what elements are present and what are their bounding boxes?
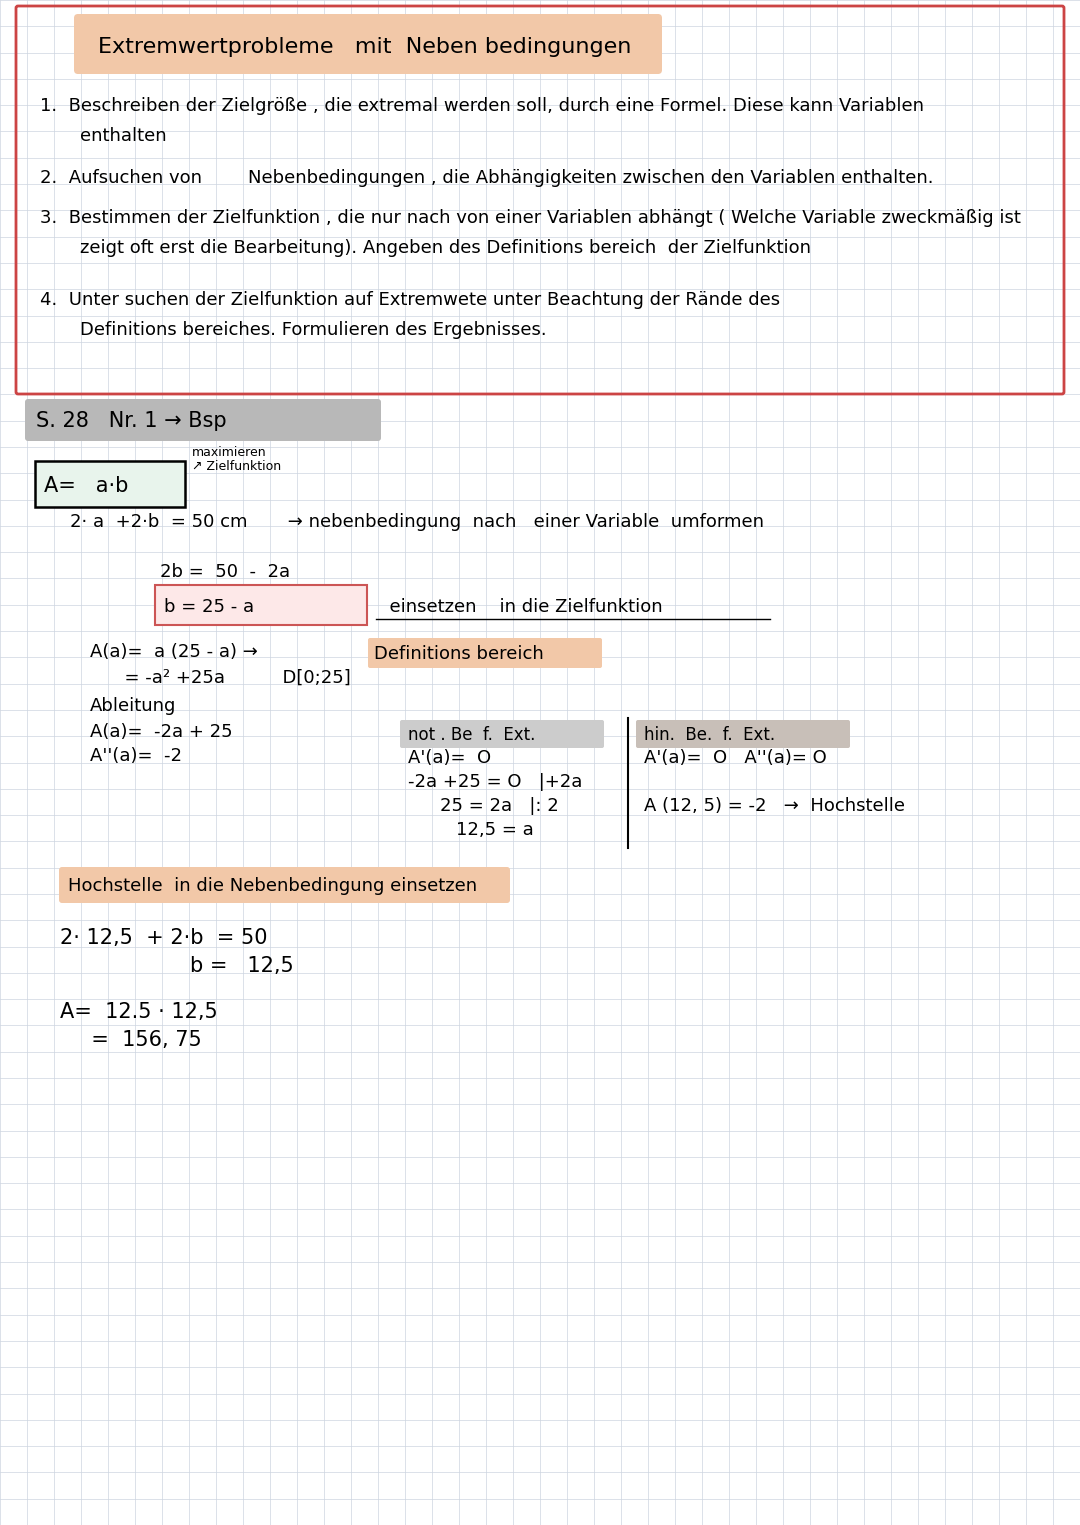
Text: A'(a)=  O   A''(a)= O: A'(a)= O A''(a)= O: [644, 749, 827, 767]
Text: =  156, 75: = 156, 75: [78, 1029, 202, 1051]
FancyBboxPatch shape: [25, 400, 381, 441]
Text: 1.  Beschreiben der Zielgröße , die extremal werden soll, durch eine Formel. Die: 1. Beschreiben der Zielgröße , die extre…: [40, 98, 924, 114]
Text: Ableitung: Ableitung: [90, 697, 176, 715]
Text: zeigt oft erst die Bearbeitung). Angeben des Definitions bereich  der Zielfunkti: zeigt oft erst die Bearbeitung). Angeben…: [80, 239, 811, 258]
FancyBboxPatch shape: [636, 720, 850, 747]
Text: 3.  Bestimmen der Zielfunktion , die nur nach von einer Variablen abhängt ( Welc: 3. Bestimmen der Zielfunktion , die nur …: [40, 209, 1021, 227]
Text: maximieren: maximieren: [192, 447, 267, 459]
Text: einsetzen    in die Zielfunktion: einsetzen in die Zielfunktion: [378, 598, 663, 616]
Text: S. 28   Nr. 1 → Bsp: S. 28 Nr. 1 → Bsp: [36, 412, 227, 432]
Text: A=   a·b: A= a·b: [44, 476, 129, 496]
Text: not . Be  f.  Ext.: not . Be f. Ext.: [408, 726, 536, 744]
Text: A(a)=  -2a + 25: A(a)= -2a + 25: [90, 723, 232, 741]
Text: Hochstelle  in die Nebenbedingung einsetzen: Hochstelle in die Nebenbedingung einsetz…: [68, 877, 477, 895]
Text: A(a)=  a (25 - a) →: A(a)= a (25 - a) →: [90, 644, 258, 660]
Text: A''(a)=  -2: A''(a)= -2: [90, 747, 183, 766]
Text: A=  12.5 · 12,5: A= 12.5 · 12,5: [60, 1002, 218, 1022]
Text: -2a +25 = O   |+2a: -2a +25 = O |+2a: [408, 773, 582, 791]
Text: Definitions bereich: Definitions bereich: [374, 645, 543, 663]
Text: 2.  Aufsuchen von        Nebenbedingungen , die Abhängigkeiten zwischen den Vari: 2. Aufsuchen von Nebenbedingungen , die …: [40, 169, 933, 188]
FancyBboxPatch shape: [59, 868, 510, 903]
Text: = -a² +25a          D[0;25]: = -a² +25a D[0;25]: [90, 669, 351, 686]
Text: Definitions bereiches. Formulieren des Ergebnisses.: Definitions bereiches. Formulieren des E…: [80, 320, 546, 339]
FancyBboxPatch shape: [156, 586, 367, 625]
Text: enthalten: enthalten: [80, 127, 166, 145]
Text: 25 = 2a   |: 2: 25 = 2a |: 2: [440, 798, 558, 814]
Text: 2· a  +2·b  = 50 cm       → nebenbedingung  nach   einer Variable  umformen: 2· a +2·b = 50 cm → nebenbedingung nach …: [70, 512, 764, 531]
Text: hin.  Be.  f.  Ext.: hin. Be. f. Ext.: [644, 726, 775, 744]
Text: ↗ Zielfunktion: ↗ Zielfunktion: [192, 459, 281, 473]
Text: A (12, 5) = -2   →  Hochstelle: A (12, 5) = -2 → Hochstelle: [644, 798, 905, 814]
Text: 12,5 = a: 12,5 = a: [456, 820, 534, 839]
FancyBboxPatch shape: [75, 14, 662, 75]
FancyBboxPatch shape: [368, 637, 602, 668]
Text: Extremwertprobleme   mit  Neben bedingungen: Extremwertprobleme mit Neben bedingungen: [98, 37, 632, 56]
Text: b =   12,5: b = 12,5: [190, 956, 294, 976]
FancyBboxPatch shape: [400, 720, 604, 747]
Text: 4.  Unter suchen der Zielfunktion auf Extremwete unter Beachtung der Rände des: 4. Unter suchen der Zielfunktion auf Ext…: [40, 291, 780, 310]
Text: 2· 12,5  + 2·b  = 50: 2· 12,5 + 2·b = 50: [60, 929, 268, 949]
Text: 2b =  50  -  2a: 2b = 50 - 2a: [160, 563, 291, 581]
Text: b = 25 - a: b = 25 - a: [164, 598, 254, 616]
Text: A'(a)=  O: A'(a)= O: [408, 749, 491, 767]
FancyBboxPatch shape: [35, 461, 185, 506]
